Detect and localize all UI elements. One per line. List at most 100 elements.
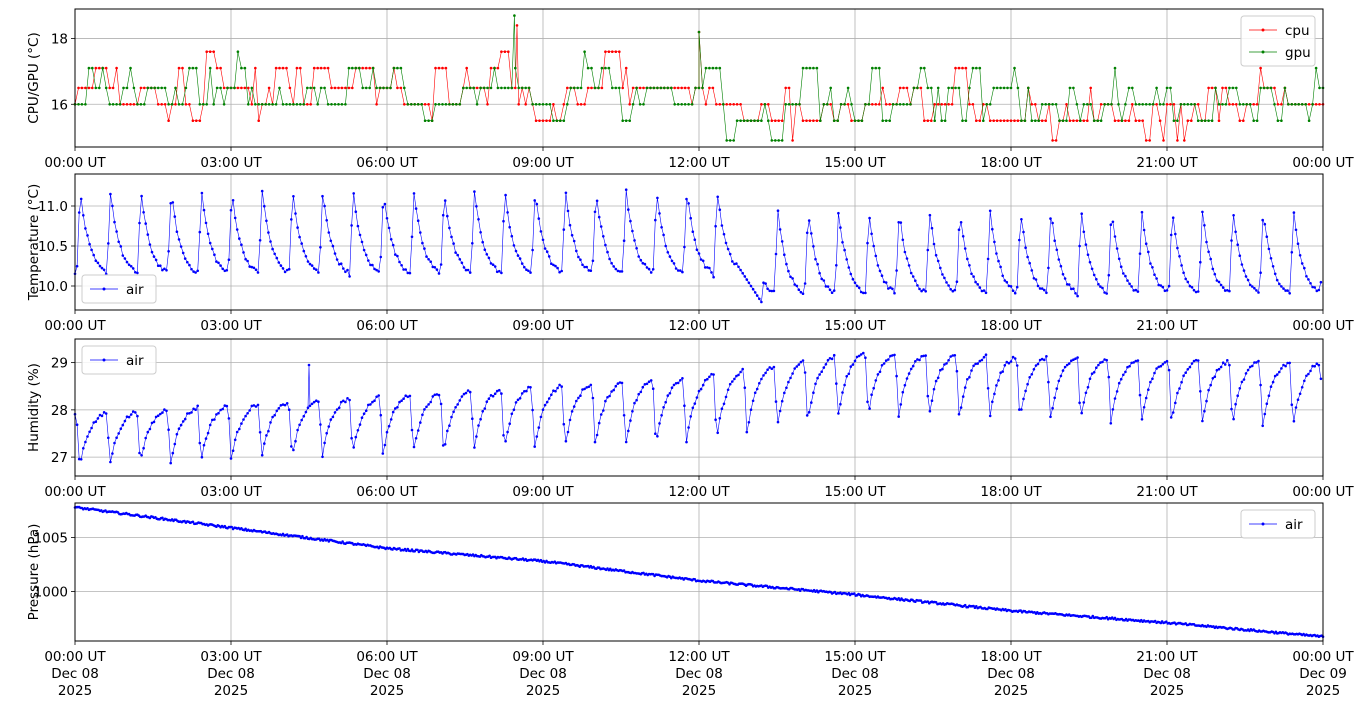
data-point <box>402 268 405 271</box>
data-point <box>1107 375 1111 379</box>
data-point <box>930 119 933 122</box>
data-point <box>878 370 882 374</box>
data-point <box>1244 372 1248 375</box>
data-point <box>982 355 986 359</box>
data-point <box>278 86 281 90</box>
data-point <box>84 440 87 444</box>
data-point <box>347 66 351 70</box>
data-point <box>851 277 855 281</box>
data-point <box>170 103 174 106</box>
data-point <box>285 402 289 405</box>
data-point <box>507 50 510 53</box>
data-point <box>784 103 787 106</box>
data-point <box>591 259 595 263</box>
data-point <box>1163 289 1167 293</box>
data-point <box>893 353 896 357</box>
data-point <box>685 440 688 444</box>
y-tick-label: 29 <box>51 356 68 372</box>
data-point <box>1027 86 1030 90</box>
data-point <box>464 268 468 272</box>
data-point <box>711 86 715 90</box>
data-point <box>1255 103 1259 106</box>
data-point <box>1196 119 1200 122</box>
data-point <box>635 86 638 90</box>
data-point <box>699 258 703 261</box>
data-point <box>319 423 322 426</box>
data-point <box>978 359 982 363</box>
data-point <box>760 103 763 106</box>
data-point <box>541 238 545 242</box>
data-point <box>1165 103 1169 106</box>
data-point <box>358 233 362 237</box>
data-point <box>1002 86 1006 90</box>
data-point <box>368 86 372 90</box>
data-point <box>167 250 170 253</box>
data-point <box>928 213 932 217</box>
data-point <box>400 399 403 403</box>
data-point <box>339 400 343 404</box>
data-point <box>265 434 268 437</box>
data-point <box>1194 290 1198 294</box>
data-point <box>371 400 374 404</box>
data-point <box>911 364 915 368</box>
data-point <box>118 103 122 106</box>
data-point <box>934 253 938 257</box>
data-point <box>539 230 543 233</box>
data-point <box>1044 119 1047 122</box>
data-point <box>408 271 412 275</box>
data-point <box>514 86 517 90</box>
data-point <box>429 400 433 404</box>
x-tick-year: 2025 <box>1306 683 1340 699</box>
data-point <box>1155 86 1158 90</box>
data-point <box>1053 396 1056 400</box>
data-point <box>932 242 936 246</box>
data-point <box>373 399 376 403</box>
data-point <box>716 431 719 435</box>
data-point <box>294 212 297 215</box>
data-point <box>1023 119 1027 122</box>
data-point <box>423 247 426 250</box>
data-point <box>755 294 759 297</box>
data-point <box>1186 119 1190 122</box>
data-point <box>670 386 674 390</box>
data-point <box>348 275 351 278</box>
data-point <box>548 119 552 122</box>
data-point <box>364 409 368 413</box>
data-point <box>1055 387 1059 390</box>
data-point <box>822 366 826 369</box>
data-point <box>1271 380 1275 384</box>
data-point <box>1155 367 1158 370</box>
data-point <box>681 270 684 274</box>
data-point <box>695 396 699 399</box>
data-point <box>1028 261 1031 265</box>
data-point <box>247 86 250 90</box>
data-point <box>1287 103 1290 106</box>
data-point <box>179 423 183 427</box>
data-point <box>337 406 341 410</box>
data-point <box>964 66 968 70</box>
data-point <box>980 289 984 293</box>
data-point <box>919 86 923 90</box>
data-point <box>631 410 634 413</box>
data-point <box>846 103 850 106</box>
data-point <box>635 247 638 250</box>
data-point <box>223 269 227 273</box>
data-point <box>839 226 842 229</box>
data-point <box>188 412 191 415</box>
data-point <box>1140 210 1144 214</box>
data-point <box>1221 103 1224 106</box>
data-point <box>460 261 464 265</box>
data-point <box>1158 119 1162 122</box>
data-point <box>310 402 314 406</box>
data-point <box>150 86 153 90</box>
data-point <box>491 394 495 398</box>
legend-marker <box>1261 522 1265 526</box>
data-point <box>213 253 216 256</box>
data-point <box>1113 616 1117 620</box>
data-point <box>477 218 480 221</box>
data-point <box>949 355 952 358</box>
data-point <box>344 103 347 106</box>
data-point <box>1280 103 1283 106</box>
data-point <box>1109 422 1113 425</box>
data-point <box>1013 357 1017 360</box>
